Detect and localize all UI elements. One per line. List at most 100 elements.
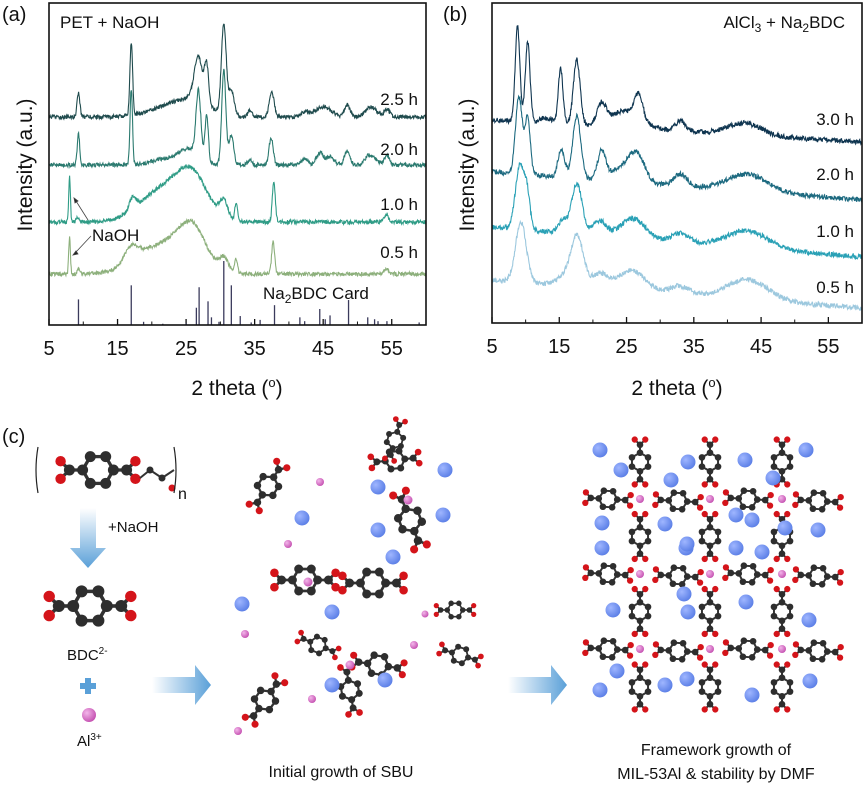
framework-caption-line2: MIL-53Al & stability by DMF: [617, 766, 815, 783]
bdc-label: BDC2-: [67, 646, 108, 664]
series-label: 3.0 h: [816, 110, 854, 129]
panel-label-b: (b): [443, 4, 467, 26]
x-tick-label: 35: [683, 336, 705, 358]
framework-linker: [652, 489, 704, 513]
bdc-linker: [241, 672, 289, 728]
chart-b-plot: 5 15 25 35 45 55 3.0 h 2.0 h 1.0 h 0.5 h: [486, 25, 863, 358]
dmf-sphere: [294, 510, 310, 526]
dmf-sphere: [657, 677, 673, 693]
naoh-arrows: [72, 197, 92, 256]
dmf-sphere: [680, 454, 696, 470]
framework-linker: [582, 487, 634, 511]
dmf-sphere: [737, 452, 753, 468]
bdc-linker: [338, 567, 408, 599]
framework-linker: [722, 562, 774, 586]
chart-a-plot: 5 15 25 35 45 55 2.5 h 2.0 h 1.0 h 0.5 h: [43, 23, 427, 360]
dmf-sphere: [385, 549, 401, 565]
framework-linker: [628, 585, 652, 638]
bdc-linker: [382, 416, 408, 464]
framework-linker: [652, 564, 704, 588]
framework-linker: [770, 510, 794, 563]
dmf-sphere: [744, 687, 760, 703]
panel-c: (c) n +NaOH BDC2- Al3+ Initial growth of…: [2, 416, 844, 783]
al-node: [316, 478, 324, 486]
bdc-linker: [433, 600, 477, 620]
x-tick-label: 15: [548, 336, 570, 358]
panel-b: (b) AlCl3 + Na2BDC 5 15 25 35 45 55 3.0 h 2.0 h…: [443, 2, 863, 400]
panel-a: (a) PET + NaOH 5 15 25 35 45 55 2.5 h 2.0 h 1.0 …: [2, 2, 427, 400]
dmf-sphere: [738, 594, 754, 610]
framework-linker: [770, 585, 794, 638]
dmf-sphere: [605, 602, 621, 618]
bdc-linker: [436, 641, 484, 669]
panel-label-c: (c): [2, 426, 25, 448]
scheme-molecules: [43, 416, 844, 735]
framework-linker: [698, 585, 722, 638]
series-label: 2.5 h: [380, 90, 418, 109]
dmf-sphere: [370, 522, 386, 538]
framework-linker: [628, 436, 652, 488]
ethylene-chain: [139, 468, 175, 480]
framework-linker: [628, 661, 652, 713]
dmf-sphere: [728, 540, 744, 556]
down-arrow-icon: [70, 508, 106, 568]
dmf-sphere: [802, 673, 818, 689]
framework-linker: [722, 637, 774, 661]
al-node: [403, 495, 413, 505]
framework-linker: [792, 639, 844, 663]
polymer-brackets: [35, 446, 177, 494]
dmf-sphere: [765, 470, 781, 486]
chart-a-ylabel: Intensity (a.u.): [14, 98, 37, 231]
al-node: [345, 660, 355, 670]
framework-linker: [792, 564, 844, 588]
framework-linker: [770, 661, 794, 713]
bdc-linker: [270, 564, 340, 596]
al-label: Al3+: [77, 732, 102, 750]
series-trace-3-0-h: [491, 25, 863, 146]
al-node: [241, 630, 249, 638]
chart-a-xlabel: 2 theta (o): [191, 375, 282, 400]
al-node: [234, 727, 242, 735]
framework-linker: [628, 510, 652, 563]
oxygen-atom: [168, 484, 176, 492]
x-tick-label: 15: [106, 338, 128, 360]
x-tick-label: 55: [381, 338, 403, 360]
dmf-sphere: [676, 586, 692, 602]
dmf-sphere: [663, 472, 679, 488]
carbon-atom: [158, 474, 166, 482]
chart-b-ylabel: Intensity (a.u.): [456, 98, 479, 231]
dmf-sphere: [744, 512, 760, 528]
dmf-sphere: [324, 677, 340, 693]
framework-linker: [652, 639, 704, 663]
framework-linker: [698, 436, 722, 488]
chart-b-frame: [491, 2, 863, 324]
al-node: [636, 570, 644, 578]
x-tick-label: 5: [486, 336, 497, 358]
series-trace-1-0-h: [491, 162, 863, 261]
dmf-sphere: [798, 442, 814, 458]
panel-label-a: (a): [2, 4, 26, 26]
series-trace-2-0-h: [48, 68, 427, 169]
series-trace-0-5-h: [48, 217, 427, 279]
framework-linker: [698, 661, 722, 713]
al-node: [421, 610, 429, 618]
polymer-repeat-n: n: [178, 486, 187, 503]
dmf-sphere: [324, 604, 340, 620]
al-node: [706, 495, 714, 503]
chart-a-frame: [48, 2, 427, 326]
series-label: 2.0 h: [380, 140, 418, 159]
x-tick-label: 45: [312, 338, 334, 360]
al-node: [284, 540, 292, 548]
dmf-sphere: [801, 612, 817, 628]
al-node: [778, 645, 786, 653]
dmf-sphere: [810, 522, 826, 538]
al-ion-sphere: [82, 708, 96, 722]
bdc-linker: [367, 447, 423, 473]
dmf-sphere: [613, 462, 629, 478]
x-tick-label: 45: [750, 336, 772, 358]
chart-b-title: AlCl3 + Na2BDC: [723, 13, 845, 35]
bdc-linker: [348, 651, 408, 679]
framework-linker: [792, 489, 844, 513]
framework-linker: [698, 510, 722, 563]
framework-linker: [722, 487, 774, 511]
